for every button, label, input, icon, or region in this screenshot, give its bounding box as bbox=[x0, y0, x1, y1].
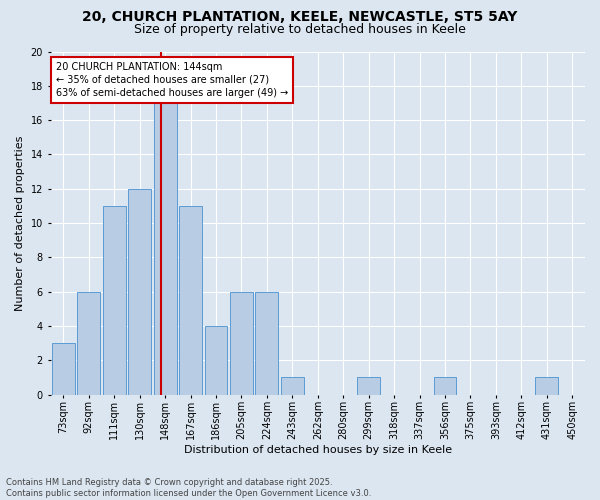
X-axis label: Distribution of detached houses by size in Keele: Distribution of detached houses by size … bbox=[184, 445, 452, 455]
Bar bbox=[154, 103, 176, 395]
Bar bbox=[281, 378, 304, 394]
Text: 20, CHURCH PLANTATION, KEELE, NEWCASTLE, ST5 5AY: 20, CHURCH PLANTATION, KEELE, NEWCASTLE,… bbox=[82, 10, 518, 24]
Y-axis label: Number of detached properties: Number of detached properties bbox=[15, 136, 25, 310]
Bar bbox=[357, 378, 380, 394]
Bar bbox=[230, 292, 253, 395]
Text: Contains HM Land Registry data © Crown copyright and database right 2025.
Contai: Contains HM Land Registry data © Crown c… bbox=[6, 478, 371, 498]
Bar bbox=[103, 206, 125, 394]
Bar bbox=[535, 378, 558, 394]
Bar bbox=[434, 378, 457, 394]
Bar bbox=[179, 206, 202, 394]
Bar bbox=[205, 326, 227, 394]
Text: Size of property relative to detached houses in Keele: Size of property relative to detached ho… bbox=[134, 22, 466, 36]
Bar bbox=[128, 188, 151, 394]
Bar bbox=[256, 292, 278, 395]
Bar bbox=[52, 343, 75, 394]
Text: 20 CHURCH PLANTATION: 144sqm
← 35% of detached houses are smaller (27)
63% of se: 20 CHURCH PLANTATION: 144sqm ← 35% of de… bbox=[56, 62, 288, 98]
Bar bbox=[77, 292, 100, 395]
